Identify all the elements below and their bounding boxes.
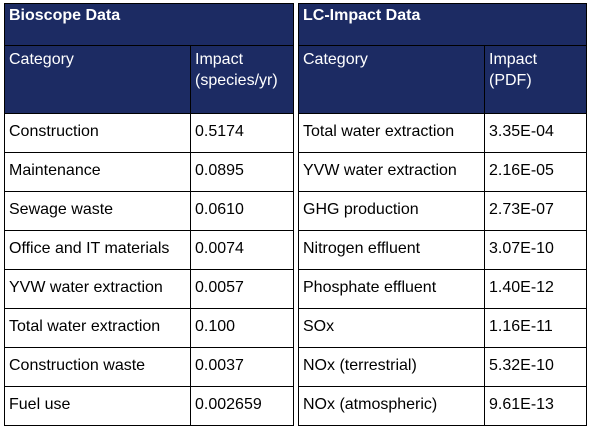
lcimpact-table-body: Total water extraction 3.35E-04 YVW water … <box>298 113 588 426</box>
table-row: Construction waste 0.0037 <box>4 347 295 387</box>
category-cell: SOx <box>298 308 485 348</box>
table-row: YVW water extraction 2.16E-05 <box>298 152 588 192</box>
lcimpact-impact-header: Impact (PDF) <box>483 45 588 114</box>
table-row: GHG production 2.73E-07 <box>298 191 588 231</box>
impact-cell: 0.0037 <box>189 347 295 387</box>
impact-cell: 0.0610 <box>189 191 295 231</box>
table-row: Sewage waste 0.0610 <box>4 191 295 231</box>
table-row: SOx 1.16E-11 <box>298 308 588 348</box>
impact-cell: 1.40E-12 <box>483 269 588 309</box>
bioscope-impact-header-unit: (species/yr) <box>195 72 278 89</box>
table-row: Construction 0.5174 <box>4 113 295 153</box>
category-cell: NOx (atmospheric) <box>298 386 485 426</box>
impact-cell: 0.0057 <box>189 269 295 309</box>
impact-cell: 3.07E-10 <box>483 230 588 270</box>
category-cell: Total water extraction <box>4 308 191 348</box>
table-row: Maintenance 0.0895 <box>4 152 295 192</box>
lcimpact-table-title: LC-Impact Data <box>297 3 588 46</box>
bioscope-impact-header: Impact (species/yr) <box>189 45 295 114</box>
category-cell: YVW water extraction <box>4 269 191 309</box>
bioscope-table-title: Bioscope Data <box>3 3 295 46</box>
bioscope-category-header: Category <box>4 45 191 114</box>
bioscope-table-body: Construction 0.5174 Maintenance 0.0895 Sewag… <box>4 113 295 426</box>
table-row: Office and IT materials 0.0074 <box>4 230 295 270</box>
lcimpact-impact-header-unit: (PDF) <box>489 72 532 89</box>
category-cell: Construction <box>4 113 191 153</box>
impact-cell: 0.0895 <box>189 152 295 192</box>
table-row: Total water extraction 0.100 <box>4 308 295 348</box>
impact-cell: 0.002659 <box>189 386 295 426</box>
table-row: NOx (terrestrial) 5.32E-10 <box>298 347 588 387</box>
category-cell: Phosphate effluent <box>298 269 485 309</box>
impact-cell: 0.0074 <box>189 230 295 270</box>
bioscope-table: Bioscope Data Category Impact (species/y… <box>3 3 295 426</box>
impact-cell: 5.32E-10 <box>483 347 588 387</box>
category-cell: Office and IT materials <box>4 230 191 270</box>
table-row: Nitrogen effluent 3.07E-10 <box>298 230 588 270</box>
bioscope-impact-header-label: Impact <box>195 51 244 68</box>
category-cell: Construction waste <box>4 347 191 387</box>
lcimpact-category-header: Category <box>298 45 485 114</box>
category-cell: GHG production <box>298 191 485 231</box>
table-row: NOx (atmospheric) 9.61E-13 <box>298 386 588 426</box>
category-cell: Total water extraction <box>298 113 485 153</box>
category-cell: Fuel use <box>4 386 191 426</box>
lcimpact-impact-header-label: Impact <box>489 51 538 68</box>
category-cell: YVW water extraction <box>298 152 485 192</box>
category-cell: Maintenance <box>4 152 191 192</box>
impact-cell: 0.100 <box>189 308 295 348</box>
table-row: YVW water extraction 0.0057 <box>4 269 295 309</box>
table-row: Fuel use 0.002659 <box>4 386 295 426</box>
category-cell: Sewage waste <box>4 191 191 231</box>
table-row: Total water extraction 3.35E-04 <box>298 113 588 153</box>
impact-cell: 1.16E-11 <box>483 308 588 348</box>
impact-cell: 9.61E-13 <box>483 386 588 426</box>
impact-cell: 3.35E-04 <box>483 113 588 153</box>
impact-cell: 0.5174 <box>189 113 295 153</box>
lcimpact-table: LC-Impact Data Category Impact (PDF) Tot… <box>297 3 588 426</box>
impact-cell: 2.16E-05 <box>483 152 588 192</box>
table-row: Phosphate effluent 1.40E-12 <box>298 269 588 309</box>
impact-cell: 2.73E-07 <box>483 191 588 231</box>
category-cell: Nitrogen effluent <box>298 230 485 270</box>
category-cell: NOx (terrestrial) <box>298 347 485 387</box>
